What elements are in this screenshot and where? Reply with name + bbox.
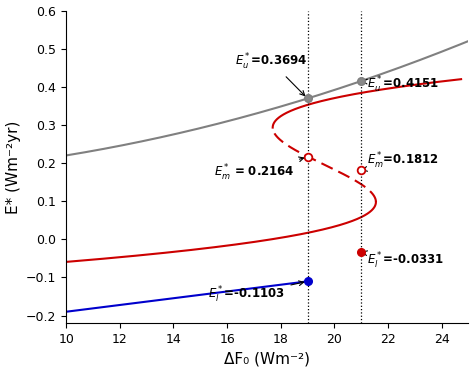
X-axis label: ΔF₀ (Wm⁻²): ΔF₀ (Wm⁻²) [224, 352, 310, 366]
Text: $E^*_l$=-0.0331: $E^*_l$=-0.0331 [363, 251, 444, 272]
Text: $E^*_u$=0.4151: $E^*_u$=0.4151 [363, 75, 439, 95]
Y-axis label: E* (Wm⁻²yr): E* (Wm⁻²yr) [6, 120, 20, 214]
Text: $E^*_u$=0.3694: $E^*_u$=0.3694 [235, 52, 308, 96]
Text: $E^*_m$=0.1812: $E^*_m$=0.1812 [363, 151, 438, 171]
Text: $E^*_m$ = 0.2164: $E^*_m$ = 0.2164 [214, 157, 304, 183]
Text: $E^*_l$=-0.1103: $E^*_l$=-0.1103 [209, 281, 304, 305]
